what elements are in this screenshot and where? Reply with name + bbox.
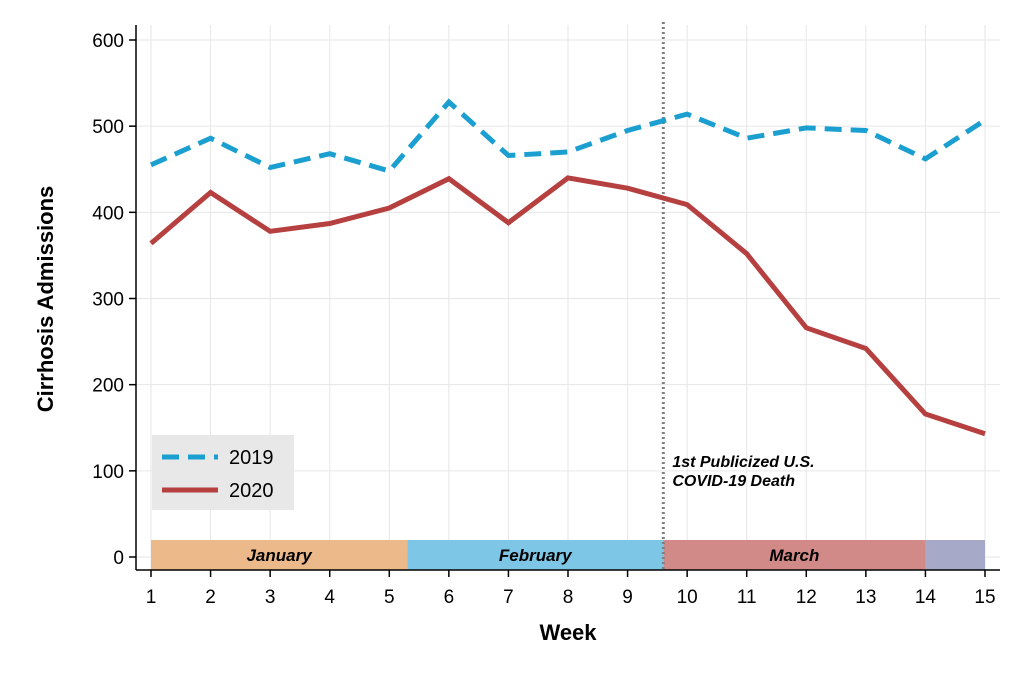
- month-band-label: January: [246, 546, 313, 565]
- x-tick-label: 14: [915, 587, 937, 608]
- x-axis-title: Week: [539, 620, 597, 645]
- y-tick-label: 200: [92, 376, 124, 397]
- x-tick-label: 11: [737, 587, 757, 608]
- legend: 2019 2020: [152, 435, 294, 510]
- x-tick-label: 4: [324, 587, 335, 608]
- month-band-label: March: [769, 546, 819, 565]
- x-tick-label: 3: [265, 587, 276, 608]
- legend-box: [152, 435, 294, 510]
- month-band: [151, 540, 408, 570]
- month-band: [407, 540, 664, 570]
- y-tick-label: 600: [92, 31, 124, 52]
- x-tick-label: 2: [205, 587, 216, 608]
- series-line-2020: [149, 175, 986, 437]
- month-band: [663, 540, 926, 570]
- y-tick-label: 300: [92, 290, 124, 311]
- grid-lines: [136, 25, 1000, 570]
- y-tick-label: 500: [92, 117, 124, 138]
- y-tick-label: 100: [92, 462, 124, 483]
- x-tick-label: 13: [855, 587, 876, 608]
- series-lines: [149, 98, 987, 437]
- covid-death-label: 1st Publicized U.S.: [672, 454, 814, 471]
- y-tick-label: 400: [92, 203, 124, 224]
- legend-label-2020: 2020: [229, 480, 274, 502]
- x-tick-label: 9: [622, 587, 633, 608]
- x-tick-label: 6: [444, 587, 455, 608]
- y-tick-label: 0: [113, 548, 124, 569]
- x-tick-label: 8: [563, 587, 574, 608]
- covid-death-label: COVID-19 Death: [672, 473, 795, 490]
- month-band-label: February: [499, 546, 573, 565]
- month-bands: January February March: [151, 540, 985, 570]
- x-tick-label: 10: [677, 587, 698, 608]
- legend-label-2019: 2019: [229, 447, 274, 469]
- covid-death-marker: 1st Publicized U.S. COVID-19 Death: [661, 22, 815, 570]
- month-band: [925, 540, 985, 570]
- x-tick-label: 12: [796, 587, 817, 608]
- y-axis-title: Cirrhosis Admissions: [33, 186, 58, 413]
- x-tick-label: 1: [146, 587, 157, 608]
- x-tick-label: 5: [384, 587, 395, 608]
- x-tick-label: 15: [974, 587, 995, 608]
- x-tick-label: 7: [503, 587, 514, 608]
